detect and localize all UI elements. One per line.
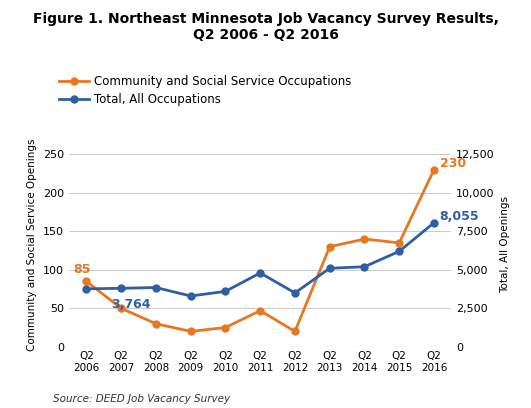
Text: 3,764: 3,764: [112, 298, 151, 311]
Text: 230: 230: [440, 157, 466, 170]
Text: 85: 85: [74, 263, 91, 276]
Text: Source: DEED Job Vacancy Survey: Source: DEED Job Vacancy Survey: [53, 394, 230, 404]
Text: 8,055: 8,055: [440, 210, 479, 223]
Y-axis label: Community and Social Service Openings: Community and Social Service Openings: [28, 139, 38, 351]
Text: Figure 1. Northeast Minnesota Job Vacancy Survey Results,
Q2 2006 - Q2 2016: Figure 1. Northeast Minnesota Job Vacanc…: [32, 12, 499, 42]
Legend: Community and Social Service Occupations, Total, All Occupations: Community and Social Service Occupations…: [59, 75, 352, 106]
Y-axis label: Total, All Openings: Total, All Openings: [500, 196, 510, 293]
